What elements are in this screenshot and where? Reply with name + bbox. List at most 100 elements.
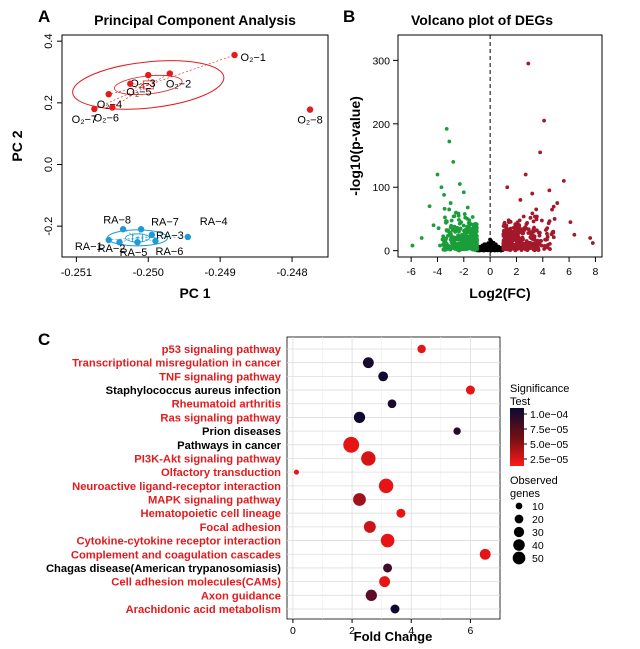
pathway-point [390, 604, 400, 614]
pca-connector [137, 229, 142, 238]
volcano-x-tick-label: -4 [433, 266, 442, 278]
volcano-point-up [515, 228, 520, 233]
color-legend-title: Significance [510, 383, 569, 395]
volcano-point-up [548, 247, 552, 251]
volcano-point-down [465, 205, 470, 210]
volcano-x-tick-label: -6 [406, 266, 415, 278]
volcano-point-up [551, 204, 556, 209]
color-legend-bar [510, 408, 524, 466]
volcano-point-up [539, 218, 544, 223]
volcano-y-tick-label: 0 [384, 246, 390, 258]
panel-label-a: A [38, 7, 50, 26]
pca-point-label: O₂−3 [130, 78, 155, 90]
pathway-point [479, 548, 491, 560]
volcano-x-tick-label: 2 [514, 266, 520, 278]
pathway-point [353, 493, 366, 506]
volcano-point-up [519, 248, 524, 253]
volcano-point-up [530, 191, 535, 196]
pca-x-tick-label: -0.248 [276, 267, 307, 279]
volcano-point-up [501, 231, 506, 236]
volcano-point-ns [493, 247, 498, 251]
pca-point-label: RA−8 [103, 214, 131, 226]
volcano-y-tick-label: 200 [372, 119, 390, 131]
volcano-point-down [427, 204, 432, 209]
volcano-point-up [524, 222, 529, 227]
pathway-point [353, 411, 366, 424]
pathway-label: Axon guidance [201, 590, 281, 602]
enrichment-panel: p53 signaling pathway Transcriptional mis… [46, 336, 569, 644]
pca-connector [137, 237, 156, 242]
volcano-point-up [513, 225, 518, 230]
pathway-point [378, 478, 394, 494]
volcano-point-up [568, 220, 573, 225]
pca-point [231, 51, 238, 59]
enrichment-x-tick-label: 6 [467, 625, 473, 637]
volcano-point-down [443, 215, 447, 220]
pca-point-label: RA−3 [156, 230, 184, 242]
pathway-point [387, 399, 397, 409]
pca-point [91, 105, 98, 113]
volcano-point-up [536, 230, 541, 235]
pathway-label: Rheumatoid arthritis [172, 399, 281, 411]
volcano-point-up [551, 229, 556, 234]
pca-point [119, 226, 127, 233]
pca-panel: Principal Component Analysis PC 1 PC 2 -… [9, 12, 329, 301]
pathway-point [365, 589, 377, 601]
pca-x-tick-label: -0.251 [61, 267, 92, 279]
panel-label-b: B [343, 7, 355, 26]
pca-point [105, 91, 112, 98]
volcano-point-down [457, 182, 462, 186]
pca-connector [119, 237, 138, 243]
pca-x-axis-label: PC 1 [179, 285, 210, 301]
pca-connector [130, 83, 149, 86]
pca-point-label: RA−7 [151, 216, 179, 228]
volcano-point-down [444, 228, 449, 233]
enrichment-x-tick-label: 4 [408, 625, 414, 637]
pca-connector [108, 237, 138, 241]
volcano-point-up [537, 233, 542, 238]
size-legend-point [512, 551, 526, 565]
pathway-label: PI3K-Akt signaling pathway [134, 453, 281, 465]
pca-title: Principal Component Analysis [94, 12, 296, 28]
size-legend-label: 20 [532, 514, 544, 526]
size-legend-point [513, 526, 525, 538]
volcano-point-up [546, 221, 551, 226]
color-legend-title: Test [510, 396, 530, 408]
volcano-point-down [462, 212, 467, 216]
volcano-point-down [460, 232, 464, 237]
volcano-plot-frame [397, 34, 603, 258]
volcano-point-down [444, 219, 448, 223]
volcano-point-up [506, 239, 511, 243]
volcano-point-down [441, 234, 446, 239]
volcano-point-up [528, 241, 533, 245]
pathway-label: Olfactory transduction [161, 467, 281, 479]
volcano-point-down [452, 228, 457, 233]
pca-plot-frame [61, 34, 329, 258]
volcano-point-up [518, 240, 523, 245]
volcano-point-up [551, 235, 556, 240]
volcano-point-down [438, 243, 442, 248]
pca-point-label: RA−2 [98, 243, 126, 255]
volcano-point-down [458, 227, 463, 231]
pca-point-label: O₂−8 [297, 115, 322, 127]
pca-point [134, 239, 141, 246]
pca-connector [148, 73, 170, 86]
volcano-point-down [443, 238, 448, 243]
volcano-point-up [550, 207, 554, 212]
volcano-point-up [521, 231, 526, 236]
pathway-point [380, 533, 395, 548]
volcano-point-up [542, 247, 547, 251]
pca-point-label: O₂−6 [94, 112, 119, 124]
pathway-label: Arachidonic acid metabolism [126, 604, 281, 616]
volcano-point-up [531, 227, 536, 232]
volcano-point-down [474, 234, 479, 238]
volcano-point-down [449, 223, 454, 228]
volcano-point-up [526, 61, 531, 66]
volcano-point-down [455, 225, 460, 230]
size-legend-point [514, 514, 524, 524]
pca-x-tick-label: -0.249 [205, 267, 236, 279]
pathway-point [363, 520, 376, 533]
volcano-point-up [503, 245, 508, 250]
volcano-point-down [459, 220, 464, 225]
volcano-point-down [451, 240, 456, 245]
